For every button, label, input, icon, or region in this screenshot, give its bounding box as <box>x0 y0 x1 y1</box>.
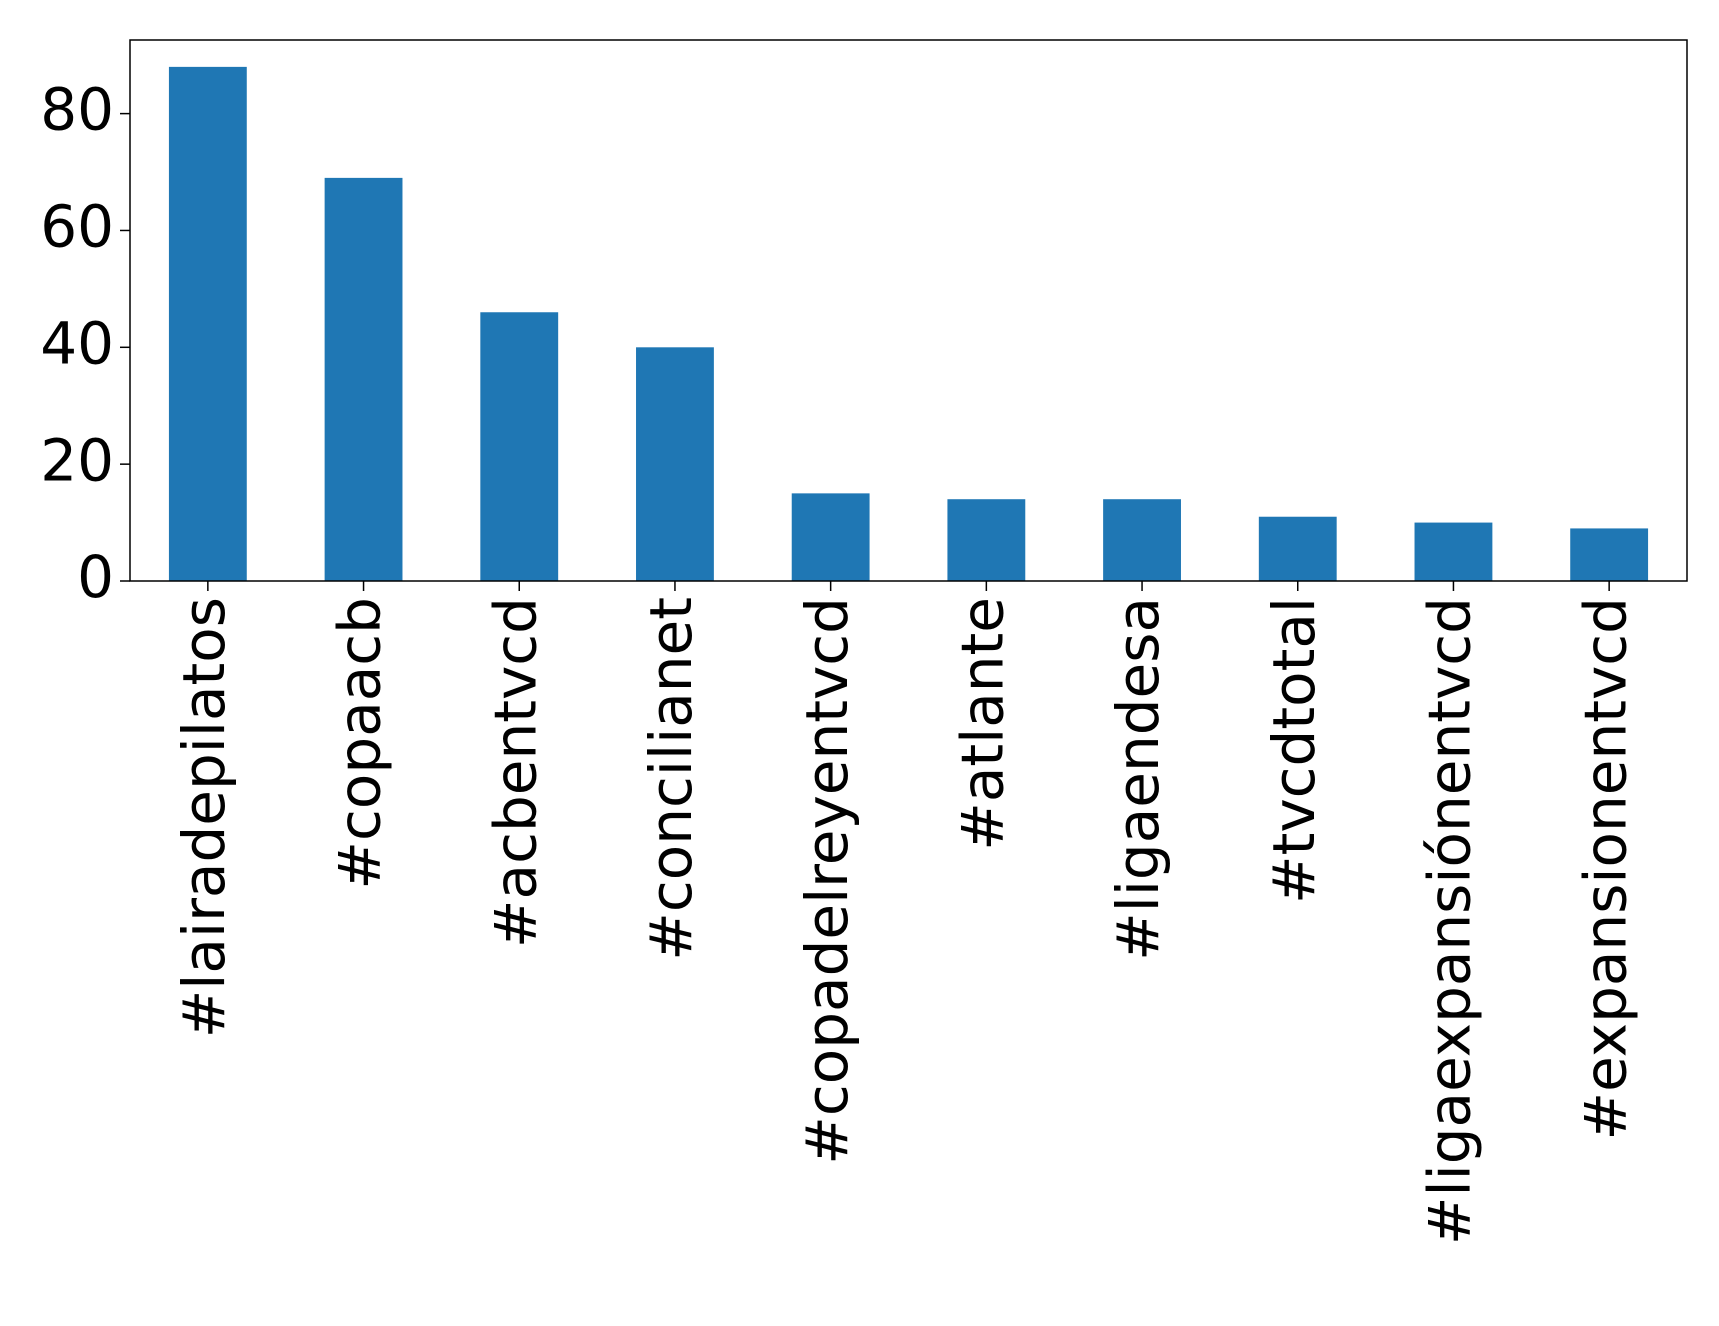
bar <box>480 312 559 581</box>
bar <box>1570 528 1649 581</box>
y-tick-label: 60 <box>40 193 114 261</box>
bar <box>1103 499 1181 581</box>
x-tick-label: #tvcdtotal <box>1260 597 1328 904</box>
y-tick-label: 20 <box>40 426 114 494</box>
bar <box>636 347 714 581</box>
x-tick-label: #ligaexpansiónentvcd <box>1416 597 1484 1245</box>
x-tick-label: #lairadepilatos <box>170 597 238 1038</box>
bar <box>324 177 403 582</box>
y-tick-label: 0 <box>77 543 114 611</box>
bar <box>791 493 870 581</box>
axes-frame <box>129 39 1688 582</box>
x-tick-label: #acbentvcd <box>481 597 549 948</box>
bar <box>1258 516 1337 581</box>
y-tick-label: 80 <box>40 76 114 144</box>
bar <box>1414 522 1493 581</box>
x-tick-label: #ligaendesa <box>1104 597 1172 961</box>
x-tick-label: #copaacb <box>326 597 394 890</box>
y-tick-label: 40 <box>40 309 114 377</box>
x-tick-label: #copadelreyentvcd <box>793 597 861 1165</box>
bar <box>947 499 1026 581</box>
x-tick-label: #expansionentvcd <box>1571 597 1639 1141</box>
x-tick-label: #concilianet <box>637 597 705 961</box>
x-tick-label: #atlante <box>948 597 1016 851</box>
bar <box>168 66 247 581</box>
